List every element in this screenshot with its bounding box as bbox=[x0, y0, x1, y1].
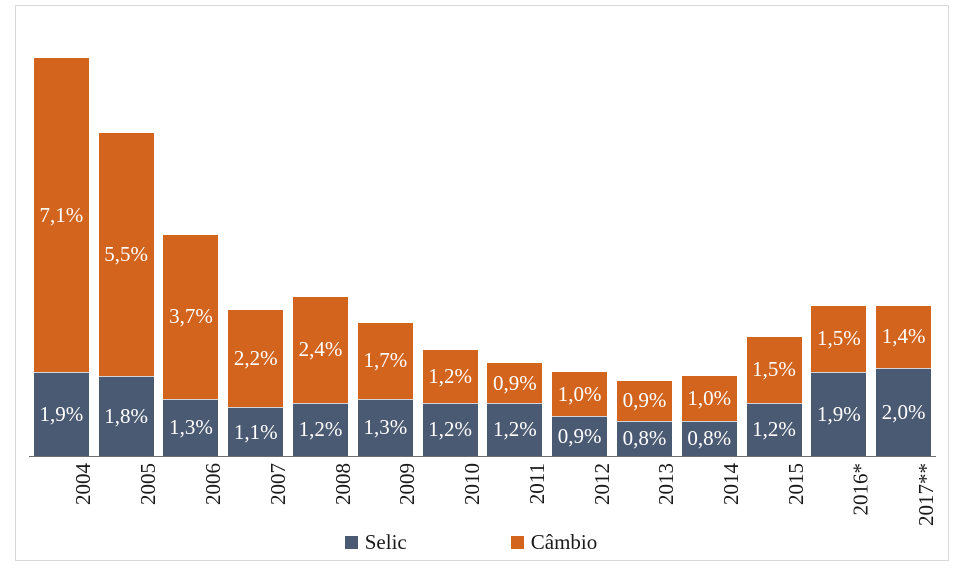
x-tick-label-2005: 2005 bbox=[136, 463, 161, 505]
bar-segment-c-mbio-2004: 7,1% bbox=[33, 58, 89, 372]
bar-value-label: 0,9% bbox=[557, 424, 602, 449]
x-tick-label-2013: 2013 bbox=[654, 463, 679, 505]
bar-value-label: 1,3% bbox=[169, 415, 213, 440]
x-axis-line bbox=[29, 456, 936, 457]
bar-value-label: 1,0% bbox=[687, 386, 732, 411]
bar-segment-c-mbio-2007: 2,2% bbox=[228, 310, 284, 408]
legend-item-cambio: Câmbio bbox=[510, 530, 598, 555]
bar-segment-selic-2017: 2,0% bbox=[876, 367, 932, 456]
bar-value-label: 1,1% bbox=[233, 419, 278, 444]
x-tick-label-2006: 2006 bbox=[200, 463, 225, 505]
bar-value-label: 0,8% bbox=[687, 426, 732, 451]
chart-frame: 1,9% 7,1% 2004 1,8% 5,5% 2005 1,3% 3,7% 2006 1,1%… bbox=[15, 5, 949, 561]
bar-segment-selic-2010: 1,2% bbox=[422, 402, 478, 456]
bar-value-label: 1,5% bbox=[816, 326, 861, 351]
x-tick-label-2004: 2004 bbox=[71, 463, 96, 505]
bar-segment-selic-2009: 1,3% bbox=[357, 398, 413, 456]
bar-value-label: 0,9% bbox=[493, 370, 537, 395]
bar-value-label: 1,4% bbox=[881, 324, 926, 349]
bar-segment-selic-2016: 1,9% bbox=[811, 372, 867, 456]
bar-value-label: 2,4% bbox=[298, 337, 343, 362]
bar-value-label: 1,2% bbox=[493, 417, 537, 442]
bar-segment-c-mbio-2015: 1,5% bbox=[746, 336, 802, 403]
bar-segment-c-mbio-2017: 1,4% bbox=[876, 305, 932, 368]
bar-segment-c-mbio-2016: 1,5% bbox=[811, 305, 867, 373]
x-tick-label-2007: 2007 bbox=[265, 463, 290, 505]
bar-value-label: 1,2% bbox=[428, 417, 472, 442]
bar-segment-c-mbio-2012: 1,0% bbox=[552, 372, 608, 417]
bar-value-label: 2,0% bbox=[881, 399, 926, 424]
legend-swatch-selic bbox=[344, 536, 358, 549]
bar-value-label: 5,5% bbox=[104, 242, 149, 267]
bar-segment-selic-2005: 1,8% bbox=[98, 376, 154, 456]
bar-value-label: 0,8% bbox=[622, 426, 667, 451]
bar-segment-selic-2015: 1,2% bbox=[746, 402, 802, 456]
bar-value-label: 1,5% bbox=[752, 357, 796, 382]
x-tick-label-2010: 2010 bbox=[460, 463, 485, 505]
x-tick-label-2017: 2017** bbox=[913, 463, 938, 526]
legend-swatch-cambio bbox=[510, 536, 524, 549]
x-tick-label-2015: 2015 bbox=[784, 463, 809, 505]
bar-segment-selic-2014: 0,8% bbox=[681, 420, 737, 456]
x-tick-label-2008: 2008 bbox=[330, 463, 355, 505]
bar-segment-c-mbio-2011: 0,9% bbox=[487, 363, 543, 403]
bar-value-label: 1,2% bbox=[298, 417, 343, 442]
bar-segment-selic-2011: 1,2% bbox=[487, 402, 543, 456]
bar-segment-c-mbio-2013: 0,9% bbox=[616, 380, 672, 421]
bar-segment-selic-2013: 0,8% bbox=[616, 420, 672, 456]
bar-value-label: 3,7% bbox=[169, 304, 213, 329]
x-tick-label-2011: 2011 bbox=[524, 463, 549, 505]
bar-value-label: 1,0% bbox=[557, 381, 602, 406]
bar-segment-c-mbio-2010: 1,2% bbox=[422, 349, 478, 403]
bar-value-label: 1,9% bbox=[39, 402, 84, 426]
bar-value-label: 0,9% bbox=[622, 388, 667, 413]
legend-label-selic: Selic bbox=[364, 530, 407, 554]
bar-value-label: 7,1% bbox=[39, 202, 84, 227]
bar-value-label: 2,2% bbox=[233, 346, 278, 371]
bar-value-label: 1,3% bbox=[363, 415, 408, 440]
bar-segment-c-mbio-2008: 2,4% bbox=[293, 296, 349, 403]
bar-segment-selic-2006: 1,3% bbox=[163, 398, 219, 456]
x-tick-label-2016: 2016* bbox=[848, 463, 873, 516]
bar-segment-selic-2004: 1,9% bbox=[33, 372, 89, 456]
bar-value-label: 1,9% bbox=[816, 402, 861, 426]
x-tick-label-2012: 2012 bbox=[589, 463, 614, 505]
legend-item-selic: Selic bbox=[344, 530, 407, 555]
bar-value-label: 1,2% bbox=[752, 417, 796, 442]
x-tick-label-2009: 2009 bbox=[395, 463, 420, 505]
bar-segment-c-mbio-2005: 5,5% bbox=[98, 133, 154, 377]
chart-legend: Selic Câmbio bbox=[5, 530, 937, 555]
bar-value-label: 1,8% bbox=[104, 404, 149, 429]
bar-segment-c-mbio-2006: 3,7% bbox=[163, 235, 219, 399]
bar-segment-c-mbio-2009: 1,7% bbox=[357, 323, 413, 399]
bar-value-label: 1,2% bbox=[428, 363, 472, 388]
bar-segment-c-mbio-2014: 1,0% bbox=[681, 376, 737, 421]
legend-label-cambio: Câmbio bbox=[530, 530, 598, 554]
bar-segment-selic-2012: 0,9% bbox=[552, 416, 608, 456]
bar-value-label: 1,7% bbox=[363, 348, 408, 373]
bar-segment-selic-2008: 1,2% bbox=[293, 402, 349, 456]
x-tick-label-2014: 2014 bbox=[719, 463, 744, 505]
bar-segment-selic-2007: 1,1% bbox=[228, 407, 284, 456]
